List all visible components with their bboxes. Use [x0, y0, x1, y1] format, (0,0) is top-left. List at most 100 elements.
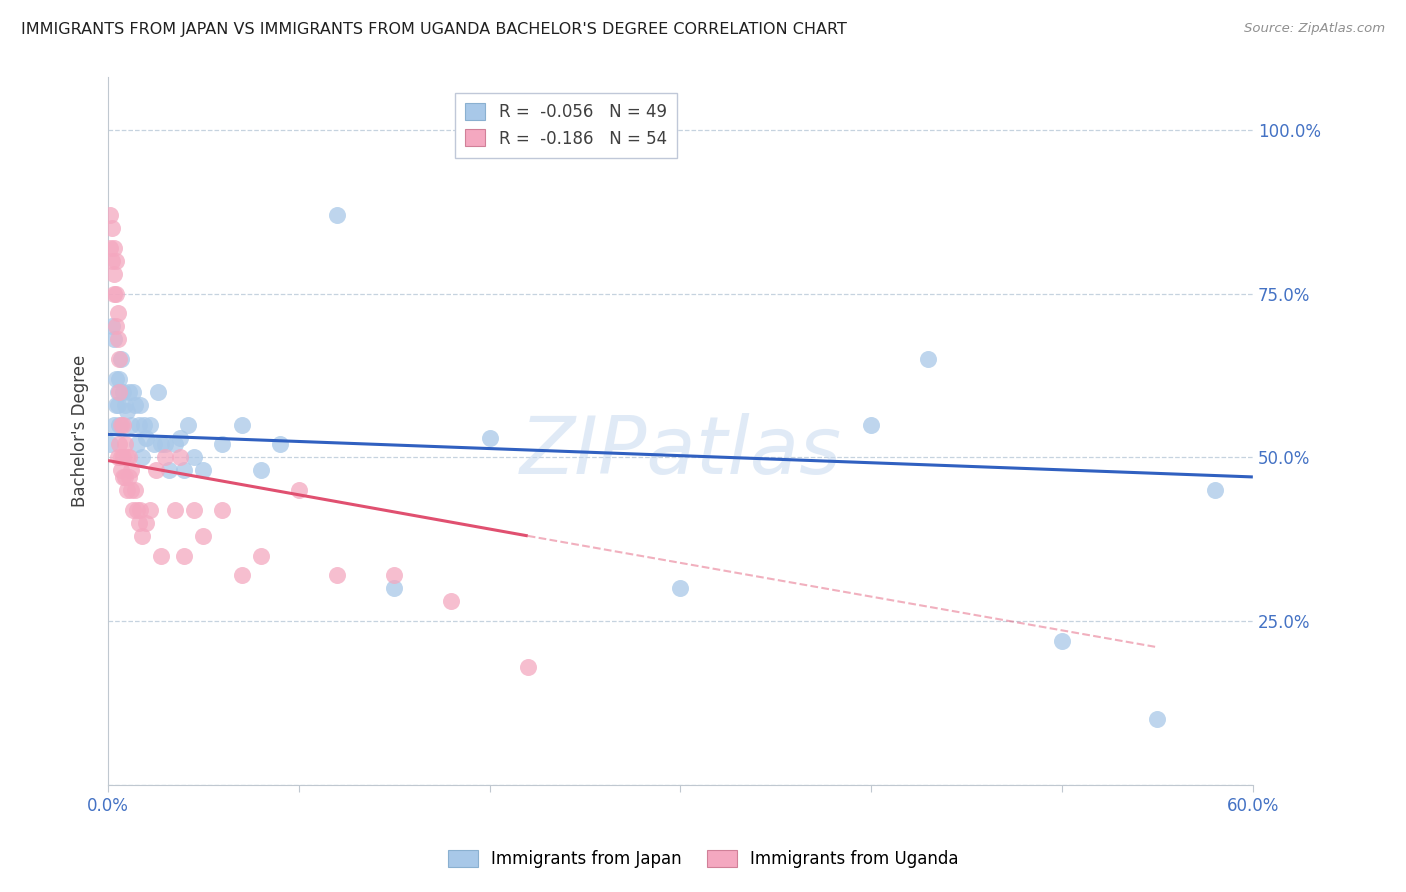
Point: [917, 352, 939, 367]
Point: [326, 208, 349, 222]
Point: [669, 582, 692, 596]
Point: [103, 267, 125, 281]
Point: [131, 529, 153, 543]
Point: [110, 450, 132, 465]
Point: [124, 398, 146, 412]
Point: [135, 431, 157, 445]
Point: [107, 384, 129, 399]
Point: [183, 450, 205, 465]
Point: [98, 241, 121, 255]
Point: [110, 352, 132, 367]
Point: [231, 417, 253, 432]
Point: [101, 221, 124, 235]
Text: ZIPatlas: ZIPatlas: [519, 413, 841, 491]
Point: [1204, 483, 1226, 497]
Point: [249, 463, 271, 477]
Point: [163, 502, 186, 516]
Point: [118, 470, 141, 484]
Point: [211, 437, 233, 451]
Point: [120, 463, 142, 477]
Legend: Immigrants from Japan, Immigrants from Uganda: Immigrants from Japan, Immigrants from U…: [441, 843, 965, 875]
Point: [120, 417, 142, 432]
Point: [211, 502, 233, 516]
Point: [114, 437, 136, 451]
Point: [173, 549, 195, 563]
Point: [114, 398, 136, 412]
Point: [107, 306, 129, 320]
Point: [288, 483, 311, 497]
Point: [115, 404, 138, 418]
Point: [108, 384, 131, 399]
Point: [104, 319, 127, 334]
Legend: R =  -0.056   N = 49, R =  -0.186   N = 54: R = -0.056 N = 49, R = -0.186 N = 54: [456, 93, 676, 158]
Point: [169, 450, 191, 465]
Point: [139, 502, 162, 516]
Point: [163, 437, 186, 451]
Point: [103, 333, 125, 347]
Point: [124, 483, 146, 497]
Point: [193, 529, 215, 543]
Point: [134, 417, 156, 432]
Point: [103, 286, 125, 301]
Point: [112, 470, 135, 484]
Point: [112, 450, 135, 465]
Point: [150, 437, 173, 451]
Y-axis label: Bachelor's Degree: Bachelor's Degree: [72, 355, 89, 508]
Point: [101, 253, 124, 268]
Point: [104, 398, 127, 412]
Point: [440, 594, 463, 608]
Point: [150, 549, 173, 563]
Point: [108, 352, 131, 367]
Point: [231, 568, 253, 582]
Point: [103, 417, 125, 432]
Point: [183, 502, 205, 516]
Point: [326, 568, 349, 582]
Point: [146, 384, 169, 399]
Point: [155, 437, 177, 451]
Point: [118, 450, 141, 465]
Point: [112, 384, 135, 399]
Point: [382, 582, 405, 596]
Point: [177, 417, 200, 432]
Point: [110, 417, 132, 432]
Point: [860, 417, 883, 432]
Point: [269, 437, 291, 451]
Point: [142, 437, 165, 451]
Point: [98, 437, 121, 451]
Point: [157, 463, 180, 477]
Point: [115, 450, 138, 465]
Point: [103, 241, 125, 255]
Point: [108, 417, 131, 432]
Point: [128, 417, 150, 432]
Point: [382, 568, 405, 582]
Point: [1050, 633, 1073, 648]
Point: [173, 463, 195, 477]
Point: [108, 372, 131, 386]
Point: [193, 463, 215, 477]
Point: [98, 208, 121, 222]
Point: [249, 549, 271, 563]
Text: IMMIGRANTS FROM JAPAN VS IMMIGRANTS FROM UGANDA BACHELOR'S DEGREE CORRELATION CH: IMMIGRANTS FROM JAPAN VS IMMIGRANTS FROM…: [21, 22, 846, 37]
Point: [145, 463, 167, 477]
Point: [121, 502, 143, 516]
Point: [104, 253, 127, 268]
Point: [115, 483, 138, 497]
Point: [104, 372, 127, 386]
Point: [120, 483, 142, 497]
Point: [125, 437, 148, 451]
Text: Source: ZipAtlas.com: Source: ZipAtlas.com: [1244, 22, 1385, 36]
Point: [128, 516, 150, 530]
Point: [131, 450, 153, 465]
Point: [107, 450, 129, 465]
Point: [129, 398, 152, 412]
Point: [110, 463, 132, 477]
Point: [129, 502, 152, 516]
Point: [155, 450, 177, 465]
Point: [135, 516, 157, 530]
Point: [1146, 712, 1168, 726]
Point: [107, 398, 129, 412]
Point: [169, 431, 191, 445]
Point: [104, 286, 127, 301]
Point: [121, 384, 143, 399]
Point: [516, 660, 538, 674]
